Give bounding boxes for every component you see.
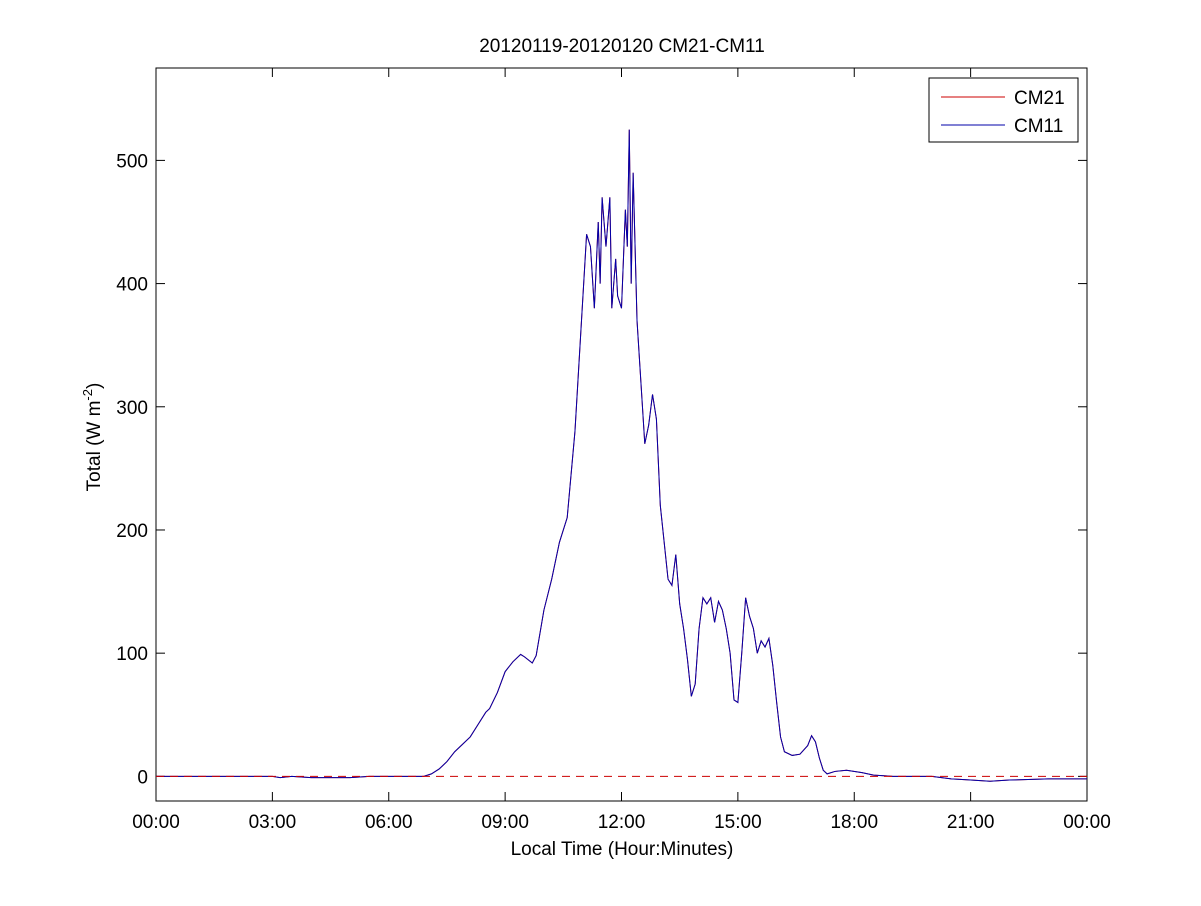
series-line-cm11 xyxy=(156,129,1087,782)
legend-label-cm21: CM21 xyxy=(1014,88,1065,109)
x-tick-label: 12:00 xyxy=(598,812,646,833)
x-tick-label: 09:00 xyxy=(481,812,529,833)
x-tick-label: 15:00 xyxy=(714,812,762,833)
y-axis-title: Total (W m-2) xyxy=(80,383,105,492)
x-tick-label: 06:00 xyxy=(365,812,413,833)
plot-frame xyxy=(155,67,1088,802)
legend: CM21 CM11 xyxy=(928,77,1079,143)
y-tick-label: 300 xyxy=(116,398,148,419)
x-tick-label: 21:00 xyxy=(947,812,995,833)
x-tick-label: 00:00 xyxy=(132,812,180,833)
y-tick-label: 0 xyxy=(137,767,148,788)
y-tick-label: 500 xyxy=(116,151,148,172)
legend-box xyxy=(928,77,1079,143)
y-tick-label: 100 xyxy=(116,644,148,665)
y-axis-title-superscript: -2 xyxy=(80,389,95,401)
x-tick-label: 18:00 xyxy=(830,812,878,833)
chart-title: 20120119-20120120 CM21-CM11 xyxy=(479,36,765,57)
y-axis-title-close: ) xyxy=(84,383,105,389)
x-axis-title: Local Time (Hour:Minutes) xyxy=(511,839,734,860)
x-tick-label: 00:00 xyxy=(1063,812,1111,833)
legend-label-cm11: CM11 xyxy=(1014,116,1063,137)
y-tick-label: 400 xyxy=(116,275,148,296)
y-axis-title-main: Total (W m xyxy=(84,401,105,492)
y-tick-label: 200 xyxy=(116,521,148,542)
plot-area: 00:00 03:00 06:00 09:00 12:00 15:00 18:00 21:00… xyxy=(116,67,1111,833)
x-tick-label: 03:00 xyxy=(249,812,297,833)
